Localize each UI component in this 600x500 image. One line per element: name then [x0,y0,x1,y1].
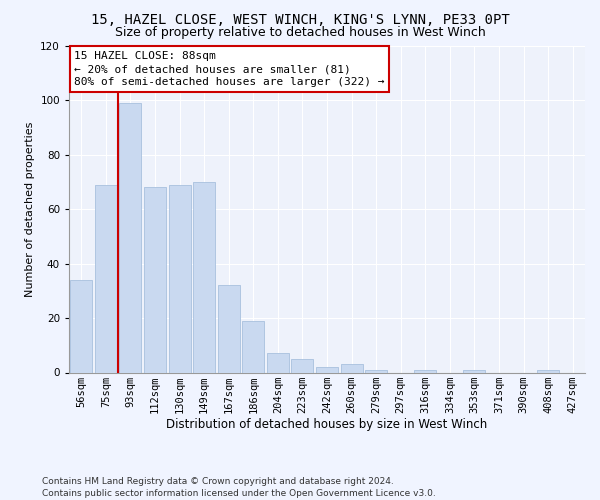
Bar [218,286,240,372]
Text: Size of property relative to detached houses in West Winch: Size of property relative to detached ho… [115,26,485,39]
X-axis label: Distribution of detached houses by size in West Winch: Distribution of detached houses by size … [166,418,488,432]
Bar [463,370,485,372]
Text: 15 HAZEL CLOSE: 88sqm
← 20% of detached houses are smaller (81)
80% of semi-deta: 15 HAZEL CLOSE: 88sqm ← 20% of detached … [74,51,385,88]
Bar [365,370,387,372]
Text: Contains HM Land Registry data © Crown copyright and database right 2024.
Contai: Contains HM Land Registry data © Crown c… [42,476,436,498]
Bar [292,359,313,372]
Bar [341,364,362,372]
Bar [414,370,436,372]
Bar [242,321,265,372]
Bar [537,370,559,372]
Y-axis label: Number of detached properties: Number of detached properties [25,122,35,297]
Bar [316,367,338,372]
Text: 15, HAZEL CLOSE, WEST WINCH, KING'S LYNN, PE33 0PT: 15, HAZEL CLOSE, WEST WINCH, KING'S LYNN… [91,12,509,26]
Bar [95,185,117,372]
Bar [267,354,289,372]
Bar [144,188,166,372]
Bar [70,280,92,372]
Bar [193,182,215,372]
Bar [119,103,142,372]
Bar [169,185,191,372]
